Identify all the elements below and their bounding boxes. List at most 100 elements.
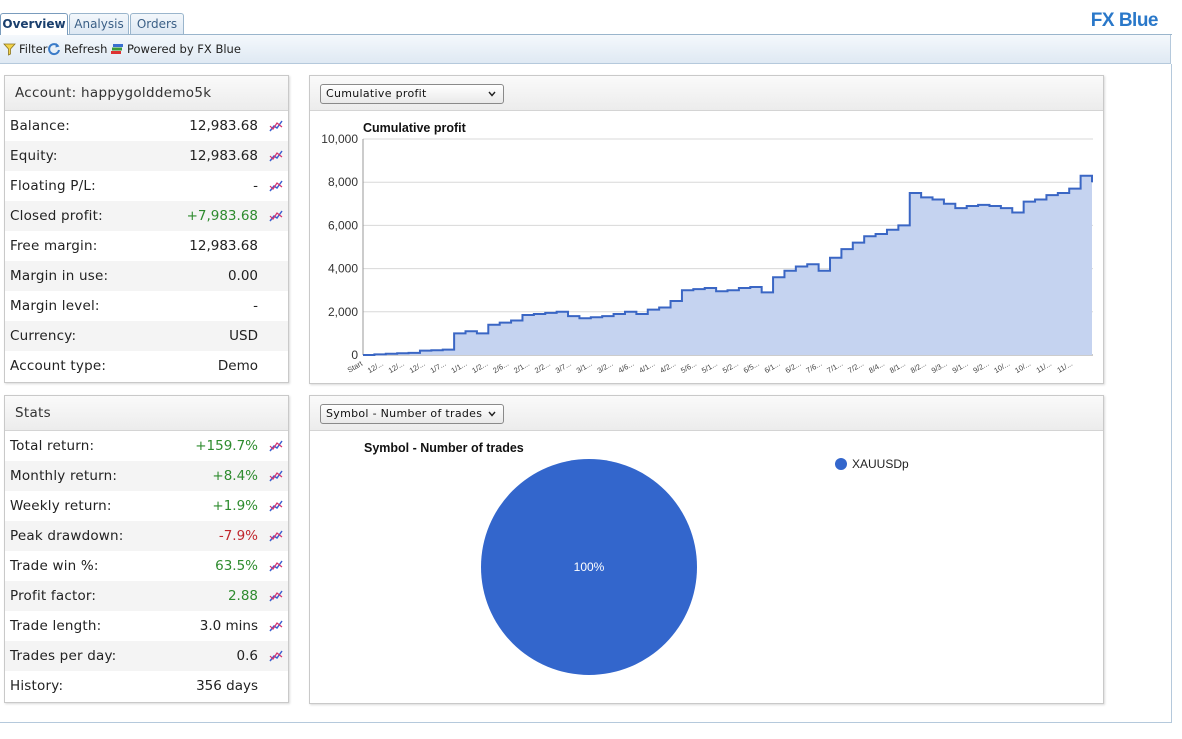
stats-row: Trade win %: 63.5%: [5, 551, 288, 581]
y-tick-label: 0: [351, 348, 358, 362]
x-tick-label: 5/1...: [700, 359, 719, 375]
mini-chart-icon[interactable]: [269, 179, 284, 193]
mini-chart-icon[interactable]: [269, 469, 284, 483]
tab-orders[interactable]: Orders: [130, 13, 184, 34]
x-tick-label: 8/1...: [888, 359, 907, 375]
chart1-selector-value: Cumulative profit: [326, 87, 427, 100]
row-value: 0.6: [236, 648, 258, 664]
tab-bar-divider: [0, 34, 1172, 35]
chart2-header: Symbol - Number of trades: [310, 396, 1103, 431]
profit-area: [363, 175, 1092, 355]
stats-rows: Total return: +159.7% Monthly return: +8.4%…: [5, 431, 288, 701]
filter-label: Filter: [19, 42, 48, 56]
x-tick-label: Start: [346, 358, 365, 374]
powered-by-link[interactable]: Powered by FX Blue: [110, 42, 241, 56]
row-label: Weekly return:: [10, 498, 112, 514]
chart2-selector[interactable]: Symbol - Number of trades: [320, 404, 504, 424]
filter-button[interactable]: Filter: [3, 42, 47, 56]
x-tick-label: 11/...: [1056, 359, 1074, 375]
row-value: -7.9%: [218, 528, 258, 544]
row-label: Trade win %:: [10, 558, 99, 574]
x-tick-label: 6/1...: [763, 359, 782, 375]
row-value: 12,983.68: [189, 148, 258, 164]
y-tick-label: 4,000: [328, 262, 358, 276]
row-value: 12,983.68: [189, 238, 258, 254]
x-tick-label: 7/6...: [804, 359, 823, 375]
row-label: Margin level:: [10, 298, 100, 314]
row-value: +8.4%: [212, 468, 258, 484]
x-tick-label: 7/1...: [825, 359, 844, 375]
x-tick-label: 10/...: [992, 359, 1011, 375]
row-value: USD: [229, 328, 258, 344]
pie-slice-label: 100%: [574, 560, 605, 574]
row-label: Margin in use:: [10, 268, 109, 284]
x-tick-label: 6/5...: [742, 359, 761, 375]
mini-chart-icon[interactable]: [269, 529, 284, 543]
row-label: Trade length:: [10, 618, 102, 634]
account-row: Floating P/L: -: [5, 171, 288, 201]
mini-chart-icon[interactable]: [269, 149, 284, 163]
row-label: Currency:: [10, 328, 77, 344]
account-panel-title: Account: happygolddemo5k: [5, 76, 288, 111]
chart1-selector[interactable]: Cumulative profit: [320, 84, 504, 104]
filter-icon: [3, 43, 16, 56]
row-value: Demo: [217, 358, 258, 374]
y-tick-label: 2,000: [328, 305, 358, 319]
account-row: Margin in use: 0.00: [5, 261, 288, 291]
account-row: Margin level: -: [5, 291, 288, 321]
tab-analysis[interactable]: Analysis: [69, 13, 129, 34]
symbol-trades-panel: Symbol - Number of trades Symbol - Numbe…: [309, 395, 1104, 704]
symbol-pie-chart: 100% XAUUSDp: [481, 457, 909, 675]
x-tick-label: 4/2...: [658, 359, 677, 375]
mini-chart-icon[interactable]: [269, 649, 284, 663]
chart2-title: Symbol - Number of trades: [364, 441, 524, 455]
mini-chart-icon[interactable]: [269, 119, 284, 133]
row-label: Equity:: [10, 148, 58, 164]
row-value: 3.0 mins: [199, 618, 258, 634]
stats-panel: Stats Total return: +159.7% Monthly return…: [4, 395, 289, 703]
y-tick-label: 8,000: [328, 175, 358, 189]
row-label: Peak drawdown:: [10, 528, 124, 544]
account-row: Closed profit: +7,983.68: [5, 201, 288, 231]
x-tick-label: 3/2...: [596, 359, 615, 375]
mini-chart-icon[interactable]: [269, 439, 284, 453]
legend-label[interactable]: XAUUSDp: [852, 457, 909, 471]
row-label: Profit factor:: [10, 588, 97, 604]
account-row: Account type: Demo: [5, 351, 288, 381]
y-tick-label: 6,000: [328, 218, 358, 232]
x-tick-label: 4/1...: [637, 359, 656, 375]
mini-chart-icon[interactable]: [269, 589, 284, 603]
x-tick-label: 4/6...: [617, 359, 636, 375]
row-label: Balance:: [10, 118, 70, 134]
refresh-button[interactable]: Refresh: [47, 42, 107, 56]
mini-chart-icon[interactable]: [269, 559, 284, 573]
row-value: -: [253, 178, 258, 194]
x-tick-label: 12/...: [366, 359, 385, 375]
x-tick-label: 5/2...: [721, 359, 740, 375]
stats-row: Trade length: 3.0 mins: [5, 611, 288, 641]
cumulative-profit-panel: Cumulative profit Cumulative profit 10,0…: [309, 75, 1104, 384]
content-frame: [0, 64, 1172, 723]
row-label: History:: [10, 678, 64, 694]
row-value: +7,983.68: [186, 208, 258, 224]
fx-blue-stack-icon: [111, 44, 123, 54]
x-tick-label: 1/7...: [429, 359, 448, 375]
row-label: Monthly return:: [10, 468, 118, 484]
row-label: Account type:: [10, 358, 107, 374]
mini-chart-icon[interactable]: [269, 619, 284, 633]
tab-overview[interactable]: Overview: [0, 13, 68, 35]
chevron-down-icon: [488, 411, 496, 417]
x-tick-label: 8/4...: [867, 359, 886, 375]
x-tick-label: 10/...: [1013, 359, 1032, 375]
mini-chart-icon[interactable]: [269, 209, 284, 223]
stats-row: Trades per day: 0.6: [5, 641, 288, 671]
chart1-header: Cumulative profit: [310, 76, 1103, 111]
refresh-icon: [48, 43, 60, 56]
mini-chart-icon[interactable]: [269, 499, 284, 513]
chart1-title: Cumulative profit: [363, 121, 466, 135]
x-tick-label: 8/2...: [909, 359, 928, 375]
x-tick-label: 9/1...: [951, 359, 970, 375]
refresh-label: Refresh: [64, 42, 108, 56]
fx-blue-logo[interactable]: FX Blue: [1090, 10, 1159, 31]
x-tick-label: 3/7...: [554, 359, 573, 375]
